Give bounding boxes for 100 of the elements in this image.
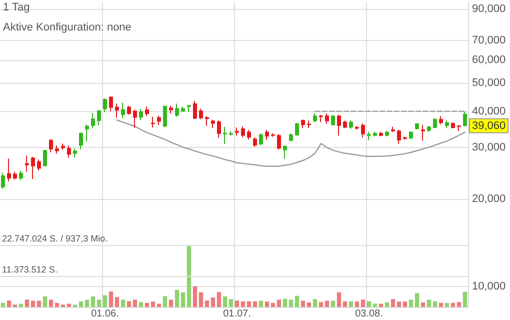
bar [402, 302, 408, 307]
bar [270, 302, 276, 307]
candlestick [163, 105, 167, 128]
bar [324, 300, 330, 307]
bar [132, 300, 138, 307]
candlestick [169, 105, 173, 114]
candlestick [79, 132, 83, 150]
bar [120, 300, 126, 307]
annotation: Aktive Konfiguration: none [3, 22, 132, 34]
candlestick [289, 132, 293, 142]
candlestick [373, 131, 377, 137]
candlestick [55, 145, 59, 154]
bar [156, 304, 162, 307]
bar [360, 300, 366, 307]
candlestick [451, 122, 455, 130]
text: 39,060 [472, 120, 506, 132]
candlestick [13, 171, 17, 180]
bar [240, 301, 246, 307]
bar [300, 300, 306, 307]
bar [306, 302, 312, 307]
candlestick [241, 126, 245, 138]
candlestick [307, 120, 311, 129]
bar [36, 300, 42, 307]
bar [336, 292, 342, 307]
bar [294, 296, 300, 307]
candlestick [175, 103, 179, 118]
candlestick [127, 105, 131, 115]
bar [180, 292, 186, 307]
candlestick [319, 114, 323, 123]
bar [384, 302, 390, 307]
candlestick [403, 136, 407, 140]
bar [288, 300, 294, 307]
candlestick [331, 114, 335, 126]
candlestick [367, 131, 371, 141]
bar [372, 304, 378, 307]
y-tick-label: 70,000 [472, 34, 506, 47]
bar [318, 302, 324, 307]
candlestick [355, 126, 359, 130]
candlestick [253, 137, 257, 148]
bar [432, 301, 438, 307]
candlestick [91, 112, 95, 129]
candlestick [445, 120, 449, 129]
y-tick-label: 20,000 [472, 192, 506, 205]
y-tick-label: 90,000 [472, 2, 506, 15]
bar [390, 299, 396, 307]
bar [174, 290, 180, 307]
candlestick [19, 170, 23, 181]
candlestick [325, 113, 329, 124]
candlestick [223, 126, 227, 144]
candlestick [439, 116, 443, 125]
candlestick [277, 134, 281, 150]
candlestick [211, 119, 215, 129]
candlestick [343, 120, 347, 129]
bar [420, 302, 426, 307]
bar [78, 301, 84, 307]
bar [426, 300, 432, 307]
candlestick [43, 149, 47, 167]
candlestick [181, 106, 185, 112]
bar [126, 301, 132, 307]
bar [162, 296, 168, 307]
bar [438, 302, 444, 307]
candlestick [301, 118, 305, 129]
candlestick [229, 130, 233, 136]
bar [264, 302, 270, 307]
bar [114, 296, 120, 307]
line-series [116, 120, 466, 167]
bar [192, 286, 198, 307]
bar [30, 300, 36, 307]
candlestick [67, 145, 71, 158]
candlestick [421, 124, 425, 142]
bar [84, 300, 90, 307]
candlestick [199, 108, 203, 120]
bar [228, 299, 234, 307]
bar [204, 300, 210, 307]
candlestick [205, 116, 209, 127]
candlestick [121, 102, 125, 119]
bar [396, 302, 402, 307]
candlestick [247, 129, 251, 140]
y-tick-label: 30,000 [472, 142, 506, 154]
candlestick [295, 122, 299, 136]
bar [252, 301, 258, 307]
bar [90, 296, 96, 307]
candlestick [85, 124, 89, 142]
candlestick [397, 129, 401, 144]
candlestick [349, 120, 353, 130]
bar [168, 300, 174, 307]
bar [48, 300, 54, 307]
bar [42, 296, 48, 307]
candlestick [133, 109, 137, 128]
bar [246, 301, 252, 307]
bar [96, 300, 102, 307]
bar [444, 302, 450, 307]
bar [282, 298, 288, 307]
bar [456, 302, 462, 307]
y-tick-label: 60,000 [472, 54, 506, 66]
candlestick [235, 126, 239, 136]
bar [276, 300, 282, 307]
candlestick [49, 138, 53, 153]
bar [108, 291, 114, 307]
candlestick [385, 130, 389, 137]
